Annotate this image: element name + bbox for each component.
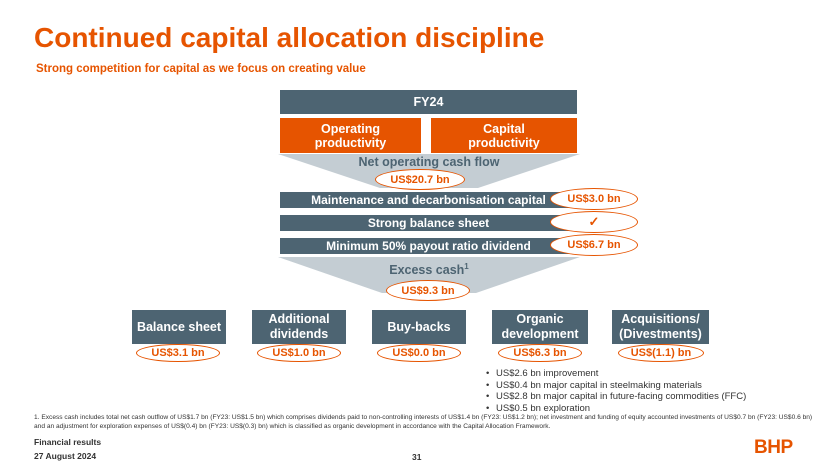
excess-cash-text: Excess cash — [389, 263, 465, 278]
operating-productivity-box: Operating productivity — [280, 118, 421, 153]
footer-label: Financial results — [34, 437, 102, 447]
allocation-organic-development: Organic development — [492, 310, 588, 344]
fy24-bar: FY24 — [280, 90, 577, 114]
footnote: 1. Excess cash includes total net cash o… — [34, 414, 813, 430]
excess-cash-value: US$9.3 bn — [386, 280, 470, 301]
net-operating-cash-flow-label: Net operating cash flow — [358, 155, 500, 169]
balance-sheet-value: US$3.1 bn — [136, 344, 220, 362]
organic-breakdown-list: US$2.6 bn improvement US$0.4 bn major ca… — [486, 368, 746, 414]
capital-productivity-box: Capital productivity — [431, 118, 577, 153]
list-item: US$0.4 bn major capital in steelmaking m… — [486, 380, 746, 392]
acquisitions-value: US$(1.1) bn — [618, 344, 704, 362]
allocation-buy-backs: Buy-backs — [372, 310, 466, 344]
page-title: Continued capital allocation discipline — [34, 22, 545, 53]
additional-dividends-value: US$1.0 bn — [257, 344, 341, 362]
allocation-additional-dividends: Additional dividends — [252, 310, 346, 344]
organic-development-value: US$6.3 bn — [498, 344, 582, 362]
net-operating-cash-flow-value: US$20.7 bn — [375, 169, 465, 190]
list-item: US$0.5 bn exploration — [486, 403, 746, 415]
allocation-acquisitions: Acquisitions/ (Divestments) — [612, 310, 709, 344]
allocation-balance-sheet: Balance sheet — [132, 310, 226, 344]
bhp-logo: BHP — [754, 437, 793, 458]
checkmark-icon: ✓ — [550, 211, 638, 233]
page-subtitle: Strong competition for capital as we foc… — [36, 63, 366, 75]
list-item: US$2.6 bn improvement — [486, 368, 746, 380]
maintenance-capital-value: US$3.0 bn — [550, 188, 638, 210]
excess-cash-funnel — [278, 257, 580, 293]
buy-backs-value: US$0.0 bn — [377, 344, 461, 362]
maintenance-capital-bar: Maintenance and decarbonisation capital — [280, 192, 577, 208]
excess-cash-label: Excess cash1 — [278, 262, 580, 277]
footer-date: 27 August 2024 — [34, 451, 97, 461]
excess-cash-footnote-ref: 1 — [464, 262, 469, 271]
dividend-value: US$6.7 bn — [550, 234, 638, 256]
list-item: US$2.8 bn major capital in future-facing… — [486, 391, 746, 403]
page-number: 31 — [412, 452, 422, 462]
dividend-bar: Minimum 50% payout ratio dividend — [280, 238, 577, 254]
strong-balance-sheet-bar: Strong balance sheet — [280, 215, 577, 231]
